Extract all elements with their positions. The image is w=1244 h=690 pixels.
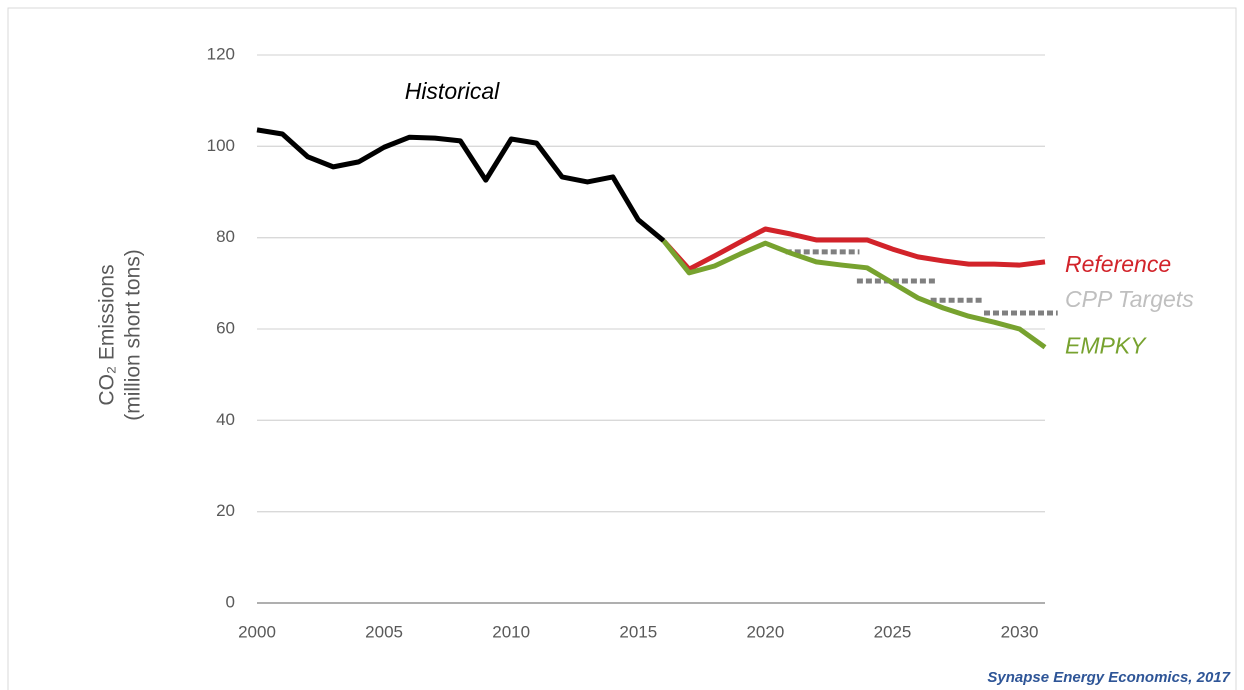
y-axis-label: (million short tons) bbox=[122, 249, 145, 421]
series-label: EMPKY bbox=[1065, 332, 1147, 358]
x-tick-label: 2025 bbox=[874, 622, 912, 641]
y-tick-label: 100 bbox=[207, 136, 235, 155]
series-line bbox=[661, 239, 1047, 350]
y-axis-title: CO₂ Emissions (million short tons) bbox=[96, 249, 145, 421]
series-label: Reference bbox=[1065, 251, 1171, 277]
x-tick-label: 2000 bbox=[238, 622, 276, 641]
x-tick-label: 2015 bbox=[619, 622, 657, 641]
x-tick-label: 2030 bbox=[1001, 622, 1039, 641]
series-line bbox=[661, 226, 1046, 272]
y-tick-label: 0 bbox=[226, 592, 235, 611]
source: Synapse Energy Economics, 2017 bbox=[987, 669, 1230, 686]
y-tick-label: 120 bbox=[207, 44, 235, 63]
series-label: Historical bbox=[405, 78, 500, 104]
series-line bbox=[256, 127, 666, 243]
y-axis-label: CO₂ Emissions bbox=[96, 264, 119, 405]
y-tick-label: 40 bbox=[216, 410, 235, 429]
y-tick-label: 60 bbox=[216, 318, 235, 337]
y-tick-label: 80 bbox=[216, 227, 235, 246]
y-tick-label: 20 bbox=[216, 501, 235, 520]
chart-frame bbox=[7, 7, 1237, 690]
x-tick-label: 2005 bbox=[365, 622, 403, 641]
x-tick-label: 2010 bbox=[492, 622, 530, 641]
series-label: CPP Targets bbox=[1065, 286, 1194, 312]
x-tick-label: 2020 bbox=[746, 622, 784, 641]
